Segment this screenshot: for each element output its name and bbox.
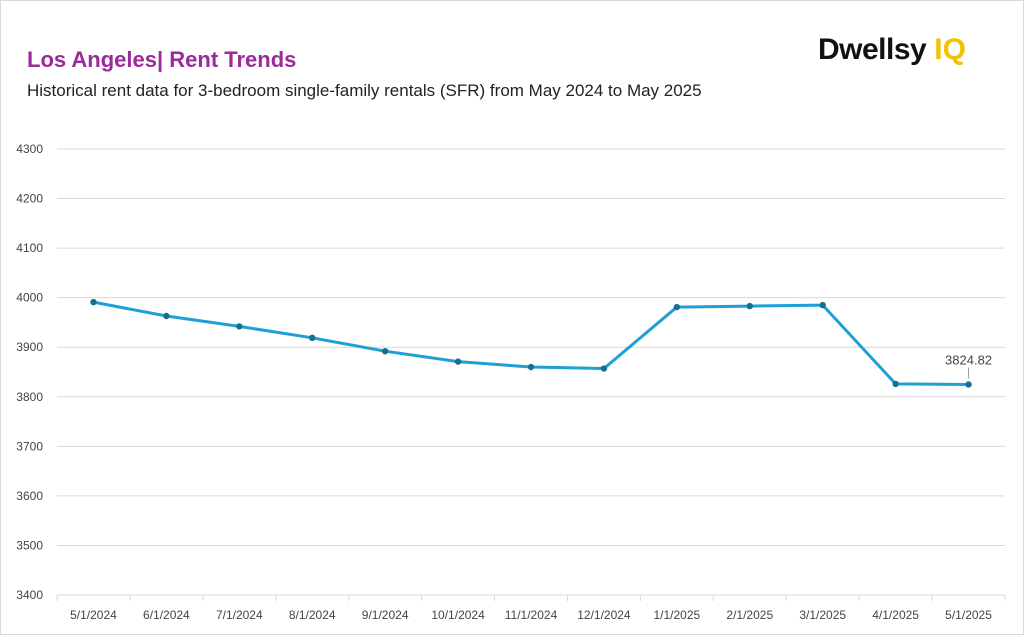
dwellsy-iq-logo: Dwellsy IQ	[818, 30, 966, 70]
x-tick-label: 5/1/2025	[945, 608, 992, 622]
x-axis-ticks: 5/1/2024 6/1/2024 7/1/2024 8/1/2024 9/1/2024…	[70, 608, 992, 622]
data-point[interactable]	[527, 363, 535, 371]
y-tick-label: 3800	[16, 390, 43, 404]
y-tick-label: 3900	[16, 340, 43, 354]
y-tick-label: 4200	[16, 192, 43, 206]
data-point[interactable]	[746, 302, 753, 310]
y-tick-label: 3600	[16, 489, 43, 503]
logo-iq-text: IQ	[934, 33, 966, 66]
data-label: 3824.82	[945, 352, 992, 367]
series-line	[91, 300, 971, 386]
x-tick-label: 9/1/2024	[362, 608, 409, 622]
chart-title: Los Angeles| Rent Trends	[27, 47, 297, 72]
data-point[interactable]	[673, 303, 681, 311]
x-tick-label: 6/1/2024	[143, 608, 190, 622]
data-point[interactable]	[600, 365, 608, 372]
y-tick-label: 4300	[16, 142, 43, 156]
y-axis-ticks: 3400 3500 3600 3700 3800 3900 4000 4100 4200 4300	[16, 142, 43, 602]
y-tick-label: 3700	[16, 439, 43, 453]
y-tick-label: 3400	[16, 588, 43, 602]
x-tick-label: 3/1/2025	[799, 608, 846, 622]
data-point[interactable]	[236, 323, 243, 330]
data-point[interactable]	[309, 334, 316, 342]
data-point[interactable]	[819, 301, 826, 309]
x-tick-label: 5/1/2024	[70, 608, 117, 622]
data-labels: 3824.82	[945, 352, 992, 379]
x-tick-label: 8/1/2024	[289, 608, 336, 622]
data-point[interactable]	[163, 312, 170, 320]
chart-subtitle: Historical rent data for 3-bedroom singl…	[27, 81, 702, 100]
x-tick-label: 11/1/2024	[505, 608, 558, 622]
data-point[interactable]	[454, 358, 462, 365]
data-point[interactable]	[965, 381, 972, 388]
data-point[interactable]	[90, 298, 97, 306]
y-tick-label: 4100	[16, 241, 43, 255]
y-tick-label: 3500	[16, 538, 43, 552]
logo-brand-text: Dwellsy	[818, 33, 927, 66]
x-tick-label: 10/1/2024	[431, 608, 485, 622]
x-tick-label: 12/1/2024	[577, 608, 631, 622]
x-tick-label: 2/1/2025	[726, 608, 773, 622]
y-tick-label: 4000	[16, 291, 43, 305]
gridlines	[56, 148, 1006, 601]
series-group	[90, 298, 972, 388]
x-tick-label: 4/1/2025	[872, 608, 919, 622]
x-tick-label: 1/1/2025	[653, 608, 700, 622]
data-point[interactable]	[892, 380, 899, 388]
x-tick-label: 7/1/2024	[216, 608, 263, 622]
data-point[interactable]	[381, 347, 389, 355]
